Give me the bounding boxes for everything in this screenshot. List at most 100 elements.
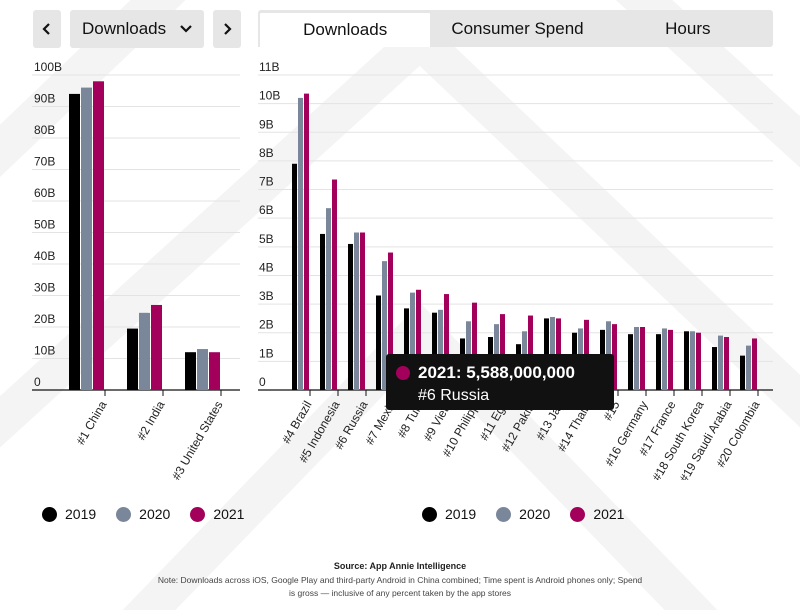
top3-bar-2-india-2019[interactable] <box>127 328 138 390</box>
legend-item-2019[interactable]: 2019 <box>42 506 96 522</box>
legend-dot-2019 <box>422 506 437 522</box>
y-tick-label: 50B <box>34 218 55 232</box>
metric-tabs: Downloads Consumer Spend Hours <box>258 10 773 47</box>
y-tick-label: 5B <box>259 232 274 246</box>
rank-bar-18-south-korea-2020[interactable] <box>690 331 695 390</box>
rank-bar-9-vietnam-2020[interactable] <box>438 309 443 390</box>
top3-bar-2-india-2020[interactable] <box>139 312 150 390</box>
rank-bar-5-indonesia-2020[interactable] <box>326 208 331 390</box>
y-tick-label: 20B <box>34 312 55 326</box>
rank-bar-6-russia-2019[interactable] <box>348 243 353 390</box>
y-tick-label: 10B <box>34 344 55 358</box>
tab-hours[interactable]: Hours <box>665 18 711 38</box>
rank-bar-4-brazil-2020[interactable] <box>298 97 303 390</box>
rank-bar-8-turkey-2019[interactable] <box>404 308 409 390</box>
rank-bar-17-france-2019[interactable] <box>656 334 661 390</box>
chevron-down-icon <box>180 25 192 33</box>
y-tick-label: 0 <box>34 375 41 389</box>
previous-button[interactable] <box>33 10 61 48</box>
note-text: Note: Downloads across iOS, Google Play … <box>157 575 643 598</box>
rank-bar-20-colombia-2020[interactable] <box>746 345 751 390</box>
rank-bar-16-germany-2021[interactable] <box>640 327 645 390</box>
y-tick-label: 40B <box>34 249 55 263</box>
rank-bar-16-germany-2019[interactable] <box>628 334 633 390</box>
y-tick-label: 9B <box>259 117 274 131</box>
y-tick-label: 8B <box>259 146 274 160</box>
rank-bar-20-colombia-2021[interactable] <box>752 338 757 390</box>
rank-bar-9-vietnam-2019[interactable] <box>432 312 437 390</box>
tab-consumer-spend[interactable]: Consumer Spend <box>451 18 584 38</box>
chevron-right-icon <box>224 23 232 35</box>
top3-bar-3-united-states-2020[interactable] <box>197 349 208 390</box>
legend-dot-2021 <box>190 506 206 522</box>
y-tick-label: 70B <box>34 155 55 169</box>
rank-bar-5-indonesia-2019[interactable] <box>320 233 325 390</box>
y-tick-label: 6B <box>259 203 274 217</box>
top3-bar-1-china-2020[interactable] <box>81 87 92 390</box>
tab-downloads[interactable]: Downloads <box>258 11 433 47</box>
rank-bar-17-france-2021[interactable] <box>668 329 673 390</box>
legend-dot-2021 <box>570 506 586 522</box>
rank-bar-7-mexico-2019[interactable] <box>376 295 381 391</box>
rank-bar-11-egypt-2021[interactable] <box>500 314 505 390</box>
rank-bar-12-pakistan-2021[interactable] <box>528 315 533 390</box>
rank-bar-6-russia-2020[interactable] <box>354 232 359 391</box>
legend-item-2021[interactable]: 2021 <box>570 506 624 522</box>
legend-label-2019: 2019 <box>445 506 477 522</box>
metric-dropdown[interactable]: Downloads <box>70 10 204 48</box>
rank-bar-13-japan-2020[interactable] <box>550 316 555 390</box>
rank-bar-6-russia-2021[interactable] <box>360 232 365 391</box>
rank-bar-19-saudi-arabia-2021[interactable] <box>724 337 729 390</box>
legend-label-2020: 2020 <box>519 506 551 522</box>
legend-item-2019[interactable]: 2019 <box>422 506 476 522</box>
rank-bar-7-mexico-2020[interactable] <box>382 261 387 390</box>
top3-bar-1-china-2021[interactable] <box>93 81 104 391</box>
top3-bar-3-united-states-2021[interactable] <box>209 352 220 390</box>
y-tick-label: 10B <box>259 89 280 103</box>
tooltip-country: #6 Russia <box>418 387 490 404</box>
y-tick-label: 90B <box>34 92 55 106</box>
legend-label-2021: 2021 <box>593 506 625 522</box>
rank-bar-8-turkey-2021[interactable] <box>416 289 421 390</box>
rank-bar-18-south-korea-2021[interactable] <box>696 332 701 390</box>
rank-bar-19-saudi-arabia-2020[interactable] <box>718 335 723 390</box>
rank-bar-5-indonesia-2021[interactable] <box>332 179 337 390</box>
legend-label-2019: 2019 <box>65 506 97 522</box>
legend-label-2021: 2021 <box>213 506 245 522</box>
rank-bar-4-brazil-2019[interactable] <box>292 163 297 390</box>
legend-dot-2019 <box>42 506 57 522</box>
rank-bar-20-colombia-2019[interactable] <box>740 355 745 390</box>
top3-bar-3-united-states-2019[interactable] <box>185 352 196 390</box>
top3-bar-2-india-2021[interactable] <box>151 304 162 390</box>
tooltip-value: 2021: 5,588,000,000 <box>418 363 575 382</box>
y-tick-label: 7B <box>259 175 274 189</box>
rank-bar-8-turkey-2020[interactable] <box>410 292 415 390</box>
rank-bar-15-2021[interactable] <box>612 324 617 390</box>
y-tick-label: 30B <box>34 281 55 295</box>
rank-bar-18-south-korea-2019[interactable] <box>684 331 689 390</box>
top3-bar-1-china-2019[interactable] <box>69 93 80 391</box>
chevron-left-icon <box>42 23 50 35</box>
legend-item-2021[interactable]: 2021 <box>190 506 244 522</box>
legend-dot-2020 <box>496 506 512 522</box>
rank-bar-17-france-2020[interactable] <box>662 328 667 390</box>
y-tick-label: 4B <box>259 260 274 274</box>
rank-bar-9-vietnam-2021[interactable] <box>444 294 449 390</box>
y-tick-label: 60B <box>34 186 55 200</box>
y-tick-label: 0 <box>259 375 266 389</box>
bar-tooltip: 2021: 5,588,000,000 #6 Russia <box>386 354 614 410</box>
rank-bar-16-germany-2020[interactable] <box>634 327 639 390</box>
next-button[interactable] <box>213 10 241 48</box>
y-tick-label: 11B <box>259 60 279 74</box>
y-tick-label: 2B <box>259 318 274 332</box>
rank-bar-7-mexico-2021[interactable] <box>388 252 393 390</box>
legend-label-2020: 2020 <box>139 506 171 522</box>
legend-item-2020[interactable]: 2020 <box>496 506 550 522</box>
rank-bar-4-brazil-2021[interactable] <box>304 93 309 390</box>
y-tick-label: 100B <box>34 60 62 74</box>
rank-bar-10-philippines-2021[interactable] <box>472 302 477 390</box>
legend-right: 2019 2020 2021 <box>422 506 644 522</box>
legend-item-2020[interactable]: 2020 <box>116 506 170 522</box>
rank-bar-19-saudi-arabia-2019[interactable] <box>712 347 717 390</box>
